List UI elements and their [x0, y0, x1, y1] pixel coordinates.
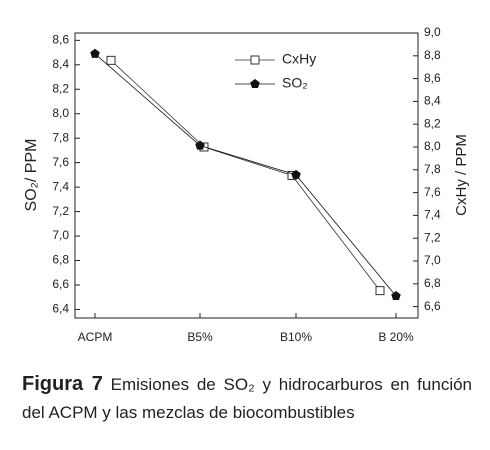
y-axis-label: SO₂/ PPM: [23, 139, 40, 212]
data-point: [90, 48, 100, 58]
y-tick-label: 7,8: [52, 130, 69, 144]
y2-tick-label: 7,0: [424, 253, 441, 267]
plot-frame: [74, 32, 419, 319]
data-point: [375, 286, 385, 296]
y2-tick-label: 8,4: [424, 94, 441, 108]
y-tick-label: 8,4: [52, 57, 69, 71]
caption: Figura 7 Emisiones de SO₂ y hidrocarburo…: [22, 370, 472, 427]
y-tick-label: 7,6: [52, 155, 69, 169]
data-point: [391, 290, 401, 301]
chart: SO₂/ PPM CxHy / PPM 6,4 6,6 6,8 7,0 7,2 7,4 7,…: [23, 25, 470, 344]
y2-tick-label: 7,6: [424, 185, 441, 199]
y-tick-label: 8,0: [52, 106, 69, 120]
y2-tick-label: 7,8: [424, 162, 441, 176]
y-tick-label: 6,8: [52, 253, 69, 267]
x-tick-label: B5%: [187, 330, 213, 344]
data-point: [195, 140, 205, 150]
data-point: [291, 169, 301, 179]
y-tick-label: 6,4: [52, 302, 69, 316]
y-tick-label: 6,6: [52, 277, 69, 291]
x-tick-label: B 20%: [378, 330, 414, 344]
y2-tick-label: 8,0: [424, 139, 441, 153]
caption-text: Emisiones de SO₂ y hidrocarburos en func…: [22, 375, 473, 422]
y-tick-label: 7,2: [52, 204, 69, 218]
y2-tick-label: 8,8: [424, 48, 441, 62]
data-point: [106, 55, 116, 65]
caption-label: Figura 7: [22, 373, 103, 395]
y2-tick-label: 8,6: [424, 71, 441, 85]
y2-tick-label: 9,0: [424, 25, 441, 39]
y-tick-label: 8,6: [52, 33, 69, 47]
legend-label: CxHy: [282, 51, 316, 67]
series-line: [94, 53, 397, 297]
y2-tick-label: 7,2: [424, 230, 441, 244]
y2-tick-label: 6,6: [424, 299, 441, 313]
y-tick-label: 7,4: [52, 179, 69, 193]
series-line: [110, 60, 381, 291]
x-tick-label: B10%: [280, 330, 312, 344]
y-tick-label: 7,0: [52, 228, 69, 242]
legend-marker: [250, 55, 260, 65]
x-tick-label: ACPM: [78, 330, 113, 344]
y2-tick-label: 7,4: [424, 208, 441, 222]
y2-axis-label: CxHy / PPM: [453, 134, 470, 216]
legend-label: SO₂: [282, 75, 308, 91]
y2-tick-label: 8,2: [424, 116, 441, 130]
y2-tick-label: 6,8: [424, 276, 441, 290]
y-tick-label: 8,2: [52, 81, 69, 95]
legend-marker: [250, 79, 260, 89]
